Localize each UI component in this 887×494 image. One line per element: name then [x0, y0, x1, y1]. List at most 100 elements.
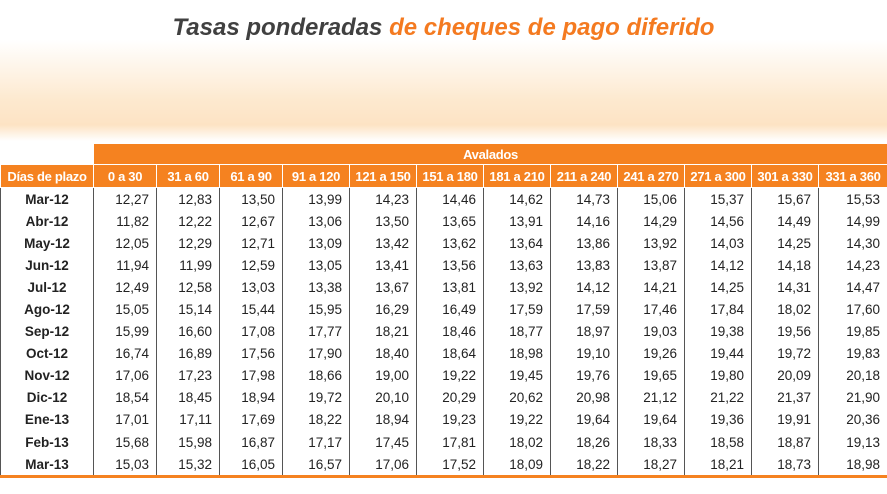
rate-cell: 15,14	[156, 298, 220, 321]
rate-cell: 15,95	[282, 298, 350, 321]
column-header: 211 a 240	[550, 164, 618, 188]
rate-cell: 18,64	[416, 342, 484, 365]
row-label: Nov-12	[0, 364, 94, 387]
rate-cell: 15,99	[93, 320, 157, 343]
rate-cell: 13,65	[416, 210, 484, 233]
rate-cell: 14,31	[751, 276, 819, 299]
rate-cell: 18,94	[349, 408, 417, 432]
rate-cell: 19,38	[684, 320, 752, 343]
rate-cell: 13,92	[617, 232, 685, 255]
rate-cell: 18,27	[617, 453, 685, 479]
column-header: 331 a 360	[817, 164, 887, 188]
table-row: Abr-12 11,82 12,22 12,67 13,06 13,50 13,65 13,9…	[0, 210, 887, 233]
column-header: 61 a 90	[219, 164, 283, 188]
table-row: Jul-12 12,49 12,58 13,03 13,38 13,67 13,81 13,9…	[0, 276, 887, 299]
rate-cell: 19,22	[483, 408, 551, 432]
rate-cell: 17,06	[93, 364, 157, 387]
rate-cell: 12,22	[156, 210, 220, 233]
rate-cell: 18,98	[817, 453, 887, 479]
rate-cell: 12,83	[156, 187, 220, 211]
rate-cell: 14,62	[483, 187, 551, 211]
rate-cell: 19,83	[817, 342, 887, 365]
rate-cell: 13,99	[282, 187, 350, 211]
rate-cell: 18,98	[483, 342, 551, 365]
rate-cell: 13,67	[349, 276, 417, 299]
rate-cell: 15,44	[219, 298, 283, 321]
row-label: Abr-12	[0, 210, 94, 233]
rate-cell: 13,91	[483, 210, 551, 233]
title-part-accent: de cheques de pago diferido	[389, 14, 715, 41]
rate-cell: 14,73	[550, 187, 618, 211]
rate-cell: 19,44	[684, 342, 752, 365]
rate-cell: 19,76	[550, 364, 618, 387]
rate-cell: 18,58	[684, 431, 752, 454]
rates-table: Avalados Días de plazo 0 a 30 31 a 60 61 a …	[0, 143, 887, 479]
rate-cell: 18,45	[156, 386, 220, 409]
row-label: Mar-13	[0, 453, 94, 479]
title-part-dark: Tasas ponderadas	[172, 14, 383, 41]
rate-cell: 13,56	[416, 254, 484, 277]
rate-cell: 16,29	[349, 298, 417, 321]
rate-cell: 18,66	[282, 364, 350, 387]
rate-cell: 19,03	[617, 320, 685, 343]
rate-cell: 14,12	[684, 254, 752, 277]
rate-cell: 12,59	[219, 254, 283, 277]
rate-cell: 17,84	[684, 298, 752, 321]
row-label: Jun-12	[0, 254, 94, 277]
rate-cell: 13,05	[282, 254, 350, 277]
table-row: Mar-13 15,03 15,32 16,05 16,57 17,06 17,52 18,0…	[0, 453, 887, 479]
rate-cell: 21,12	[617, 386, 685, 409]
rate-cell: 14,12	[550, 276, 618, 299]
column-header-dias-de-plazo: Días de plazo	[0, 164, 94, 188]
rate-cell: 13,62	[416, 232, 484, 255]
row-label: Feb-13	[0, 431, 94, 454]
column-header: 271 a 300	[684, 164, 752, 188]
table-row: Jun-12 11,94 11,99 12,59 13,05 13,41 13,56 13,6…	[0, 254, 887, 277]
rate-cell: 18,33	[617, 431, 685, 454]
rate-cell: 14,23	[817, 254, 887, 277]
rate-cell: 20,36	[817, 408, 887, 432]
rate-cell: 18,87	[751, 431, 819, 454]
rate-cell: 19,36	[684, 408, 752, 432]
column-header: 31 a 60	[156, 164, 220, 188]
rate-cell: 19,91	[751, 408, 819, 432]
rate-cell: 18,97	[550, 320, 618, 343]
rate-cell: 13,38	[282, 276, 350, 299]
page-title: Tasas ponderadas de cheques de pago dife…	[0, 14, 887, 42]
rate-cell: 19,64	[617, 408, 685, 432]
rate-cell: 17,59	[483, 298, 551, 321]
rate-cell: 14,03	[684, 232, 752, 255]
rate-cell: 14,49	[751, 210, 819, 233]
rate-cell: 13,41	[349, 254, 417, 277]
rate-cell: 14,25	[751, 232, 819, 255]
table-row: Feb-13 15,68 15,98 16,87 17,17 17,45 17,81 18,0…	[0, 431, 887, 454]
rate-cell: 19,72	[282, 386, 350, 409]
rate-cell: 18,73	[751, 453, 819, 479]
rate-cell: 15,06	[617, 187, 685, 211]
rate-cell: 11,82	[93, 210, 157, 233]
rate-cell: 17,60	[817, 298, 887, 321]
rate-cell: 20,29	[416, 386, 484, 409]
rate-cell: 14,25	[684, 276, 752, 299]
rate-cell: 18,21	[684, 453, 752, 479]
rate-cell: 19,45	[483, 364, 551, 387]
table-row: Ene-13 17,01 17,11 17,69 18,22 18,94 19,23 19,2…	[0, 408, 887, 432]
rate-cell: 16,89	[156, 342, 220, 365]
rate-cell: 12,05	[93, 232, 157, 255]
rate-cell: 19,72	[751, 342, 819, 365]
rate-cell: 14,99	[817, 210, 887, 233]
rate-cell: 16,49	[416, 298, 484, 321]
row-label: Sep-12	[0, 320, 94, 343]
rate-cell: 13,50	[219, 187, 283, 211]
rate-cell: 15,98	[156, 431, 220, 454]
rate-cell: 17,59	[550, 298, 618, 321]
rate-cell: 20,18	[817, 364, 887, 387]
rate-cell: 16,57	[282, 453, 350, 479]
rate-cell: 21,37	[751, 386, 819, 409]
column-header: 0 a 30	[93, 164, 157, 188]
rate-cell: 12,49	[93, 276, 157, 299]
rate-cell: 18,21	[349, 320, 417, 343]
rate-cell: 12,27	[93, 187, 157, 211]
table-body: Mar-12 12,27 12,83 13,50 13,99 14,23 14,46 14,6…	[0, 187, 887, 479]
rate-cell: 14,18	[751, 254, 819, 277]
